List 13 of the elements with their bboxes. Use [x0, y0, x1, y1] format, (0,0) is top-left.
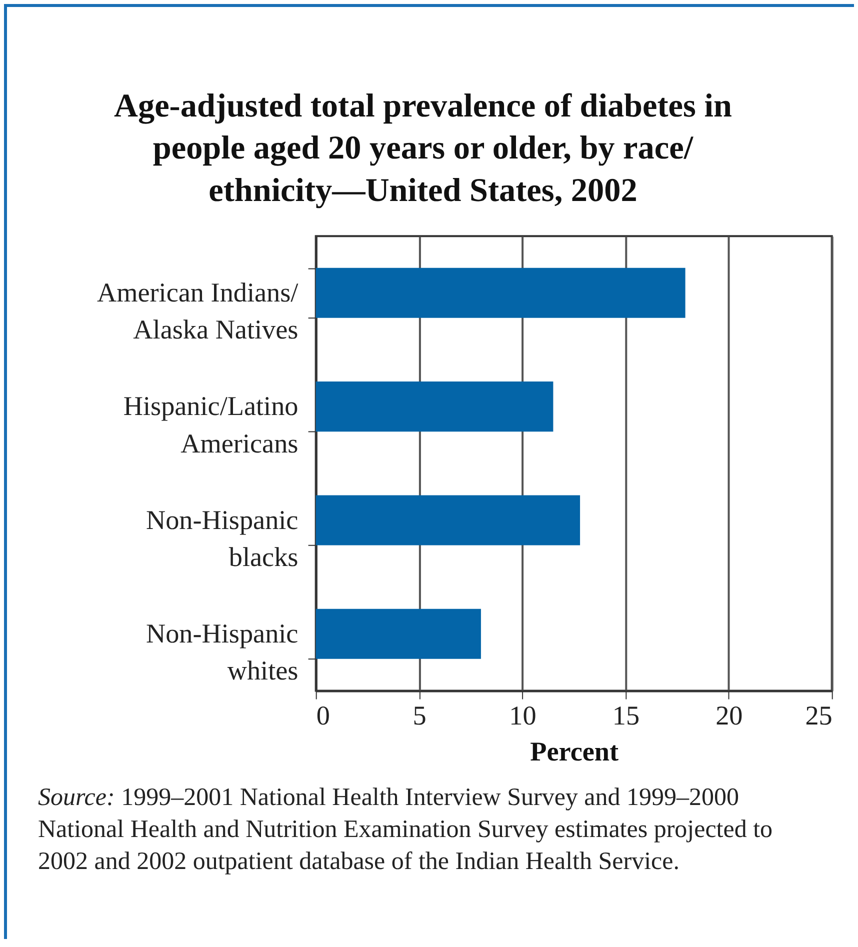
- y-tick-label: Non-Hispanic blacks: [146, 504, 298, 572]
- x-tick-label: 20: [716, 700, 743, 730]
- x-axis-title: Percent: [530, 736, 619, 767]
- chart-title: Age-adjusted total prevalence of diabetes in people aged 20 years or older, by race/ethnicity—United States, 2002: [114, 87, 732, 209]
- y-tick-label: Non-Hispanic whites: [146, 618, 298, 686]
- x-tick-label: 15: [612, 700, 640, 730]
- x-tick-label: 25: [805, 700, 832, 730]
- x-tick-label: 0: [316, 700, 330, 730]
- source-note: Source: 1999–2001 National Health Interview Survey and 1999–2000 National Health and Nutrition Examination Survey estimates projected to 2002 and 2002 outpatient database of the Indian Health Service.: [38, 783, 774, 877]
- y-tick-label: American Indians/Alaska Natives: [97, 277, 299, 345]
- x-tick-label: 10: [509, 700, 536, 730]
- x-tick-label: 5: [412, 700, 426, 730]
- y-tick-label: Hispanic/Latino Americans: [123, 391, 298, 458]
